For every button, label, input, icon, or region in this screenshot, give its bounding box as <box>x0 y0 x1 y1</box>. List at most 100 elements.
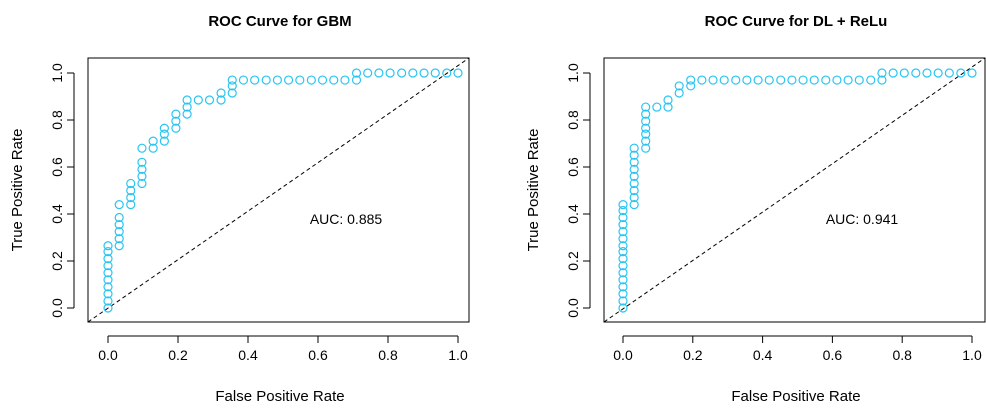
roc-point <box>629 185 639 196</box>
x-tick-label: 0.6 <box>823 347 843 363</box>
roc-point <box>618 247 628 257</box>
roc-point <box>629 171 639 181</box>
x-tick-label: 0.0 <box>613 347 633 363</box>
roc-point <box>618 282 628 292</box>
roc-point <box>148 136 158 146</box>
roc-point <box>159 129 169 139</box>
roc-point <box>697 75 707 85</box>
roc-point <box>148 143 158 153</box>
y-tick-label: 1.0 <box>565 63 581 83</box>
roc-point <box>618 275 628 285</box>
plot-frame <box>603 57 986 323</box>
roc-point <box>261 75 271 85</box>
y-tick-label: 0.4 <box>49 204 65 224</box>
y-tick-label: 0.6 <box>565 157 581 177</box>
roc-point <box>103 261 113 271</box>
roc-point <box>911 68 921 78</box>
auc-annotation: AUC: 0.885 <box>310 211 383 227</box>
y-tick-label: 0.0 <box>49 298 65 318</box>
roc-point <box>899 68 909 78</box>
roc-point <box>363 68 373 78</box>
chart-title: ROC Curve for DL + ReLu <box>705 13 888 30</box>
y-tick-label: 0.8 <box>565 110 581 130</box>
roc-point <box>629 150 639 160</box>
roc-point <box>114 227 124 237</box>
x-axis-label: False Positive Rate <box>215 388 344 405</box>
roc-point <box>306 75 316 85</box>
roc-point <box>629 192 639 203</box>
roc-point <box>103 282 113 292</box>
roc-point <box>933 68 943 78</box>
roc-point <box>137 164 147 174</box>
roc-point <box>618 227 628 237</box>
roc-point <box>629 157 639 167</box>
roc-point <box>618 254 628 264</box>
roc-point <box>137 157 147 167</box>
roc-point <box>374 68 384 78</box>
x-tick-label: 1.0 <box>448 347 468 363</box>
roc-point <box>171 109 181 119</box>
roc-point <box>351 75 362 85</box>
x-tick-label: 1.0 <box>962 347 982 363</box>
roc-point <box>641 123 651 133</box>
x-tick-label: 0.8 <box>892 347 912 363</box>
roc-point <box>182 102 192 112</box>
roc-point <box>216 95 226 105</box>
roc-point <box>126 200 136 210</box>
roc-point <box>272 75 282 85</box>
roc-point <box>674 81 684 91</box>
roc-point <box>103 247 113 257</box>
roc-point <box>708 75 718 85</box>
x-tick-label: 0.6 <box>308 347 328 363</box>
x-tick-label: 0.8 <box>378 347 398 363</box>
roc-point <box>944 68 954 78</box>
roc-point <box>103 296 113 306</box>
roc-point <box>126 178 136 189</box>
roc-point <box>103 303 113 313</box>
roc-point <box>216 88 226 98</box>
roc-point <box>854 75 864 85</box>
roc-point <box>776 75 786 85</box>
roc-point <box>385 68 395 78</box>
chart-title: ROC Curve for GBM <box>208 13 351 30</box>
roc-point <box>821 75 831 85</box>
y-tick-label: 0.6 <box>49 157 65 177</box>
roc-point <box>888 68 898 78</box>
roc-point <box>227 75 237 85</box>
roc-point <box>618 303 628 313</box>
roc-point <box>809 75 819 85</box>
roc-point <box>663 95 673 105</box>
roc-point <box>351 68 362 78</box>
roc-point <box>159 123 169 133</box>
roc-point <box>629 164 639 174</box>
roc-point <box>742 75 752 85</box>
roc-point <box>171 116 181 126</box>
roc-point <box>329 75 339 85</box>
roc-point <box>753 75 763 85</box>
roc-point <box>618 219 628 230</box>
roc-point <box>764 75 774 85</box>
roc-point <box>629 178 639 189</box>
roc-point <box>103 289 113 299</box>
y-tick-label: 1.0 <box>49 63 65 83</box>
roc-point <box>787 75 797 85</box>
roc-point <box>114 219 124 230</box>
roc-point <box>956 68 966 78</box>
x-tick-label: 0.2 <box>683 347 703 363</box>
roc-point <box>641 109 651 119</box>
roc-point <box>137 178 147 189</box>
roc-point <box>686 81 696 91</box>
roc-point <box>922 68 932 78</box>
roc-point <box>719 75 729 85</box>
roc-point <box>250 75 260 85</box>
roc-point <box>126 192 136 203</box>
roc-point <box>238 75 249 85</box>
roc-point <box>317 75 328 85</box>
roc-point <box>137 143 147 153</box>
roc-point <box>182 109 192 119</box>
roc-point <box>295 75 305 85</box>
roc-point <box>103 275 113 285</box>
y-tick-label: 0.0 <box>565 298 581 318</box>
roc-point <box>641 136 651 146</box>
